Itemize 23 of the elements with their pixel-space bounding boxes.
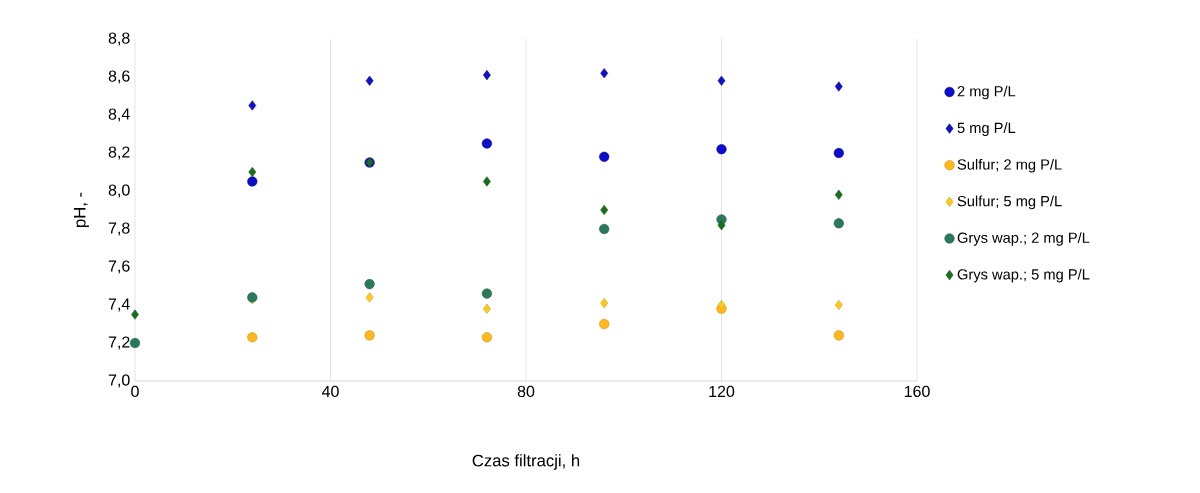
x-tick-label: 120 [709,385,735,398]
x-tick-label: 160 [904,385,930,398]
legend-label: Sulfur; 2 mg P/L [957,158,1062,173]
y-tick-label: 7,8 [108,222,130,236]
y-tick-label: 7,0 [108,374,130,388]
legend-label: Grys wap.; 2 mg P/L [957,232,1090,246]
y-tick-label: 7,6 [108,260,130,274]
x-tick-label: 40 [321,385,339,398]
y-tick-label: 8,6 [108,70,130,84]
y-tick-label: 7,4 [108,298,130,312]
y-tick-label: 8,8 [108,32,130,46]
legend-label: 5 mg P/L [957,122,1016,136]
legend-label: Sulfur; 5 mg P/L [957,195,1062,210]
x-axis-title: Czas filtracji, h [472,454,580,470]
y-tick-label: 7,2 [108,336,130,350]
y-tick-label: 8,2 [108,146,130,160]
legend-label: 2 mg P/L [957,85,1016,100]
legend-label: Grys wap.; 5 mg P/L [957,268,1090,283]
x-tick-label: 0 [131,385,139,398]
y-tick-label: 8,0 [108,184,130,198]
y-axis-title: pH, - [73,192,89,227]
y-tick-label: 8,4 [108,108,130,122]
x-tick-label: 80 [517,385,535,398]
